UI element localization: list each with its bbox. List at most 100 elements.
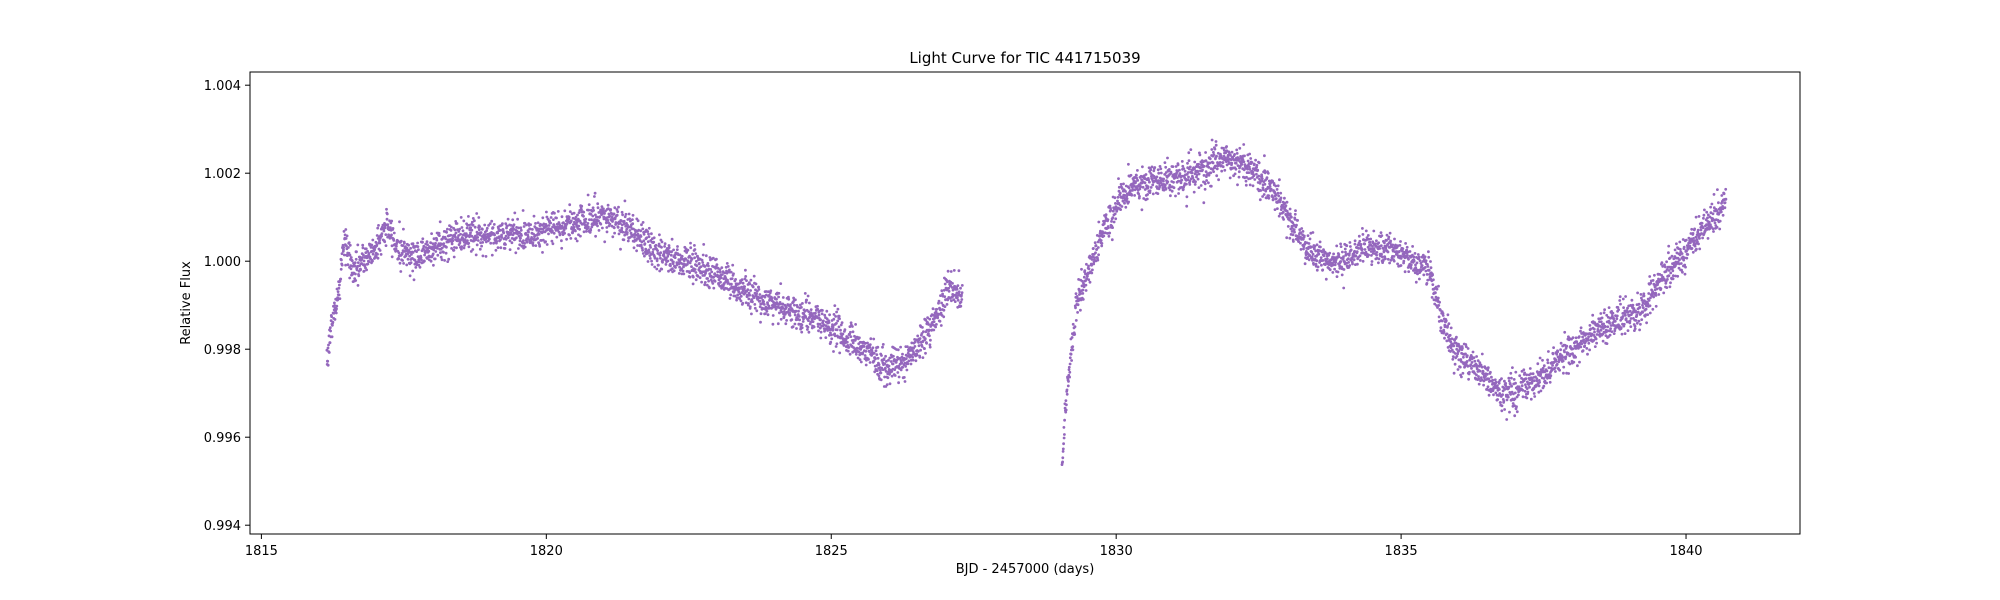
flux-point [883, 375, 886, 379]
flux-point [1561, 356, 1565, 359]
flux-point [699, 265, 703, 268]
flux-point [890, 370, 894, 373]
flux-point [1559, 348, 1562, 352]
flux-point [1188, 183, 1192, 186]
flux-point [1278, 212, 1282, 216]
flux-point [467, 215, 470, 218]
flux-point [859, 360, 863, 364]
flux-point [788, 314, 792, 317]
flux-point [336, 298, 340, 302]
flux-point [636, 244, 639, 247]
flux-point [1635, 321, 1639, 325]
flux-point [1265, 176, 1269, 180]
flux-point [623, 215, 627, 219]
flux-point [1207, 173, 1211, 177]
flux-point [350, 259, 354, 263]
flux-point [1067, 368, 1071, 371]
flux-point [1119, 182, 1123, 186]
flux-point [718, 268, 722, 271]
flux-point [1276, 191, 1280, 195]
flux-point [376, 252, 379, 256]
flux-point [1576, 364, 1579, 368]
flux-point [680, 267, 684, 271]
flux-point [903, 380, 907, 383]
flux-point [580, 208, 583, 212]
flux-point [806, 325, 810, 329]
flux-point [887, 358, 890, 362]
flux-point [496, 246, 500, 250]
flux-point [495, 240, 499, 243]
flux-point [348, 276, 352, 280]
flux-point [831, 326, 835, 330]
flux-point [1168, 188, 1172, 192]
flux-point [551, 229, 554, 233]
flux-point [589, 228, 593, 232]
flux-point [782, 315, 786, 319]
flux-point [473, 225, 477, 229]
flux-point [1580, 342, 1584, 346]
flux-point [911, 355, 914, 359]
flux-point [1693, 227, 1696, 231]
flux-point [1512, 378, 1516, 381]
flux-point [1648, 311, 1652, 315]
flux-point [904, 357, 908, 360]
flux-point [437, 231, 441, 235]
flux-point [1102, 222, 1106, 226]
flux-point [1641, 303, 1644, 307]
flux-point [1590, 332, 1594, 336]
flux-point [1639, 293, 1643, 296]
flux-point [1554, 359, 1558, 363]
flux-point [480, 238, 483, 241]
flux-point [849, 321, 853, 325]
flux-point [1574, 336, 1578, 340]
flux-point [1124, 190, 1127, 193]
flux-point [838, 351, 842, 355]
flux-point [1069, 352, 1073, 356]
flux-point [1135, 176, 1139, 180]
flux-point [336, 290, 340, 293]
flux-point [646, 230, 650, 233]
flux-point [759, 320, 762, 324]
flux-point [354, 257, 358, 261]
flux-point [827, 326, 831, 330]
flux-point [1252, 174, 1256, 178]
flux-point [1680, 268, 1683, 272]
flux-point [407, 243, 410, 247]
flux-point [670, 258, 674, 262]
flux-point [1310, 250, 1314, 254]
flux-point [1225, 145, 1228, 148]
flux-point [867, 358, 870, 361]
flux-point [649, 246, 652, 249]
flux-point [470, 228, 474, 232]
flux-point [793, 322, 797, 326]
flux-point [591, 214, 595, 218]
flux-point [435, 238, 439, 242]
flux-point [916, 334, 920, 338]
flux-point [627, 212, 631, 216]
flux-point [1074, 306, 1077, 310]
flux-point [1608, 329, 1612, 333]
flux-point [342, 246, 346, 249]
flux-point [1612, 317, 1616, 321]
flux-point [605, 226, 609, 229]
flux-point [1571, 336, 1575, 340]
flux-point [1554, 370, 1557, 373]
flux-point [658, 269, 662, 273]
flux-point [1472, 356, 1476, 359]
flux-point [1385, 233, 1389, 237]
flux-point [1172, 180, 1175, 184]
flux-point [1116, 199, 1119, 203]
flux-point [1293, 212, 1297, 216]
flux-point [957, 269, 961, 273]
flux-point [1384, 247, 1388, 250]
flux-point [409, 246, 412, 250]
flux-point [777, 291, 781, 295]
flux-point [1498, 392, 1502, 395]
flux-point [1387, 235, 1391, 239]
flux-point [1455, 354, 1459, 358]
flux-point [752, 274, 756, 278]
flux-point [1220, 169, 1224, 173]
flux-point [1515, 410, 1519, 414]
flux-point [722, 284, 725, 288]
flux-point [1525, 396, 1529, 400]
